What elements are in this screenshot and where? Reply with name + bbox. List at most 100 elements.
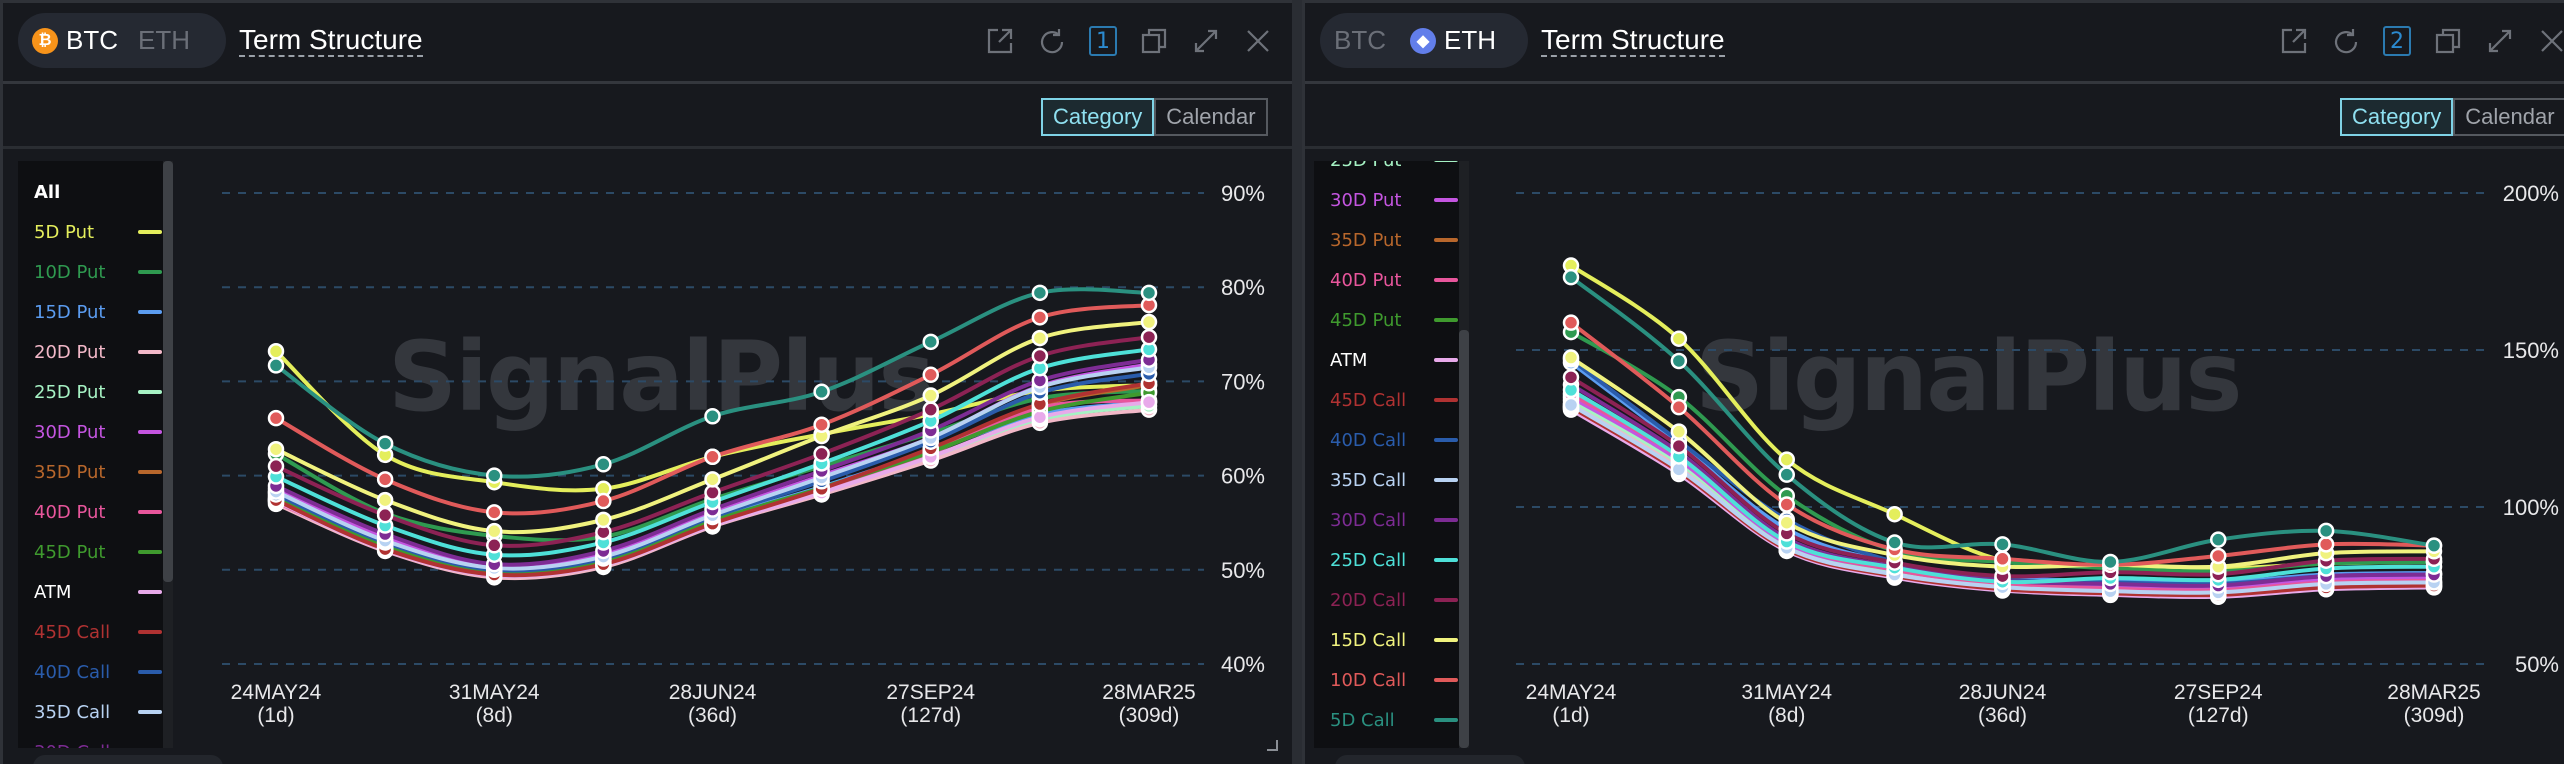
data-point[interactable] [1031,408,1049,426]
data-point[interactable] [376,471,394,488]
data-point[interactable] [595,456,612,473]
close-icon[interactable] [1243,25,1273,57]
legend-item[interactable]: 25D Put [1330,161,1458,175]
data-point[interactable] [1031,309,1049,326]
legend-item[interactable]: 20D Call [1330,585,1458,615]
copy-icon[interactable] [1139,25,1169,57]
legend-item[interactable]: 5D Put [34,217,162,247]
legend-scrollbar-thumb[interactable] [163,161,173,582]
data-point[interactable] [704,448,721,466]
data-point[interactable] [922,366,939,384]
data-point[interactable] [486,504,503,521]
data-point[interactable] [486,467,503,484]
data-point[interactable] [1140,313,1158,331]
legend-item[interactable]: 40D Put [34,497,162,527]
legend-item[interactable]: 40D Call [1330,425,1458,455]
data-point[interactable] [813,445,830,463]
data-point[interactable] [1562,314,1580,331]
data-point[interactable] [1140,393,1158,411]
data-point[interactable] [1994,536,2011,553]
data-point[interactable] [1886,534,1903,551]
calendar-toggle-button[interactable]: Calendar [2453,98,2564,136]
expand-icon[interactable] [2485,25,2515,57]
data-point[interactable] [1670,352,1688,370]
legend-item[interactable]: 40D Put [1330,265,1458,295]
data-point[interactable] [1670,398,1688,416]
data-point[interactable] [1031,329,1049,347]
legend-item[interactable]: 15D Put [34,297,162,327]
data-point[interactable] [1562,369,1580,386]
legend-item[interactable]: 40D Call [34,657,162,687]
legend-item[interactable]: 25D Put [34,377,162,407]
asset-eth-button[interactable]: ETH [138,25,190,56]
legend-item[interactable]: ATM [1330,345,1458,375]
data-point[interactable] [1994,550,2011,568]
expand-icon[interactable] [1191,25,1221,57]
data-point[interactable] [2317,536,2335,553]
legend-item[interactable]: 15D Call [1330,625,1458,655]
data-point[interactable] [1778,496,1795,513]
data-point[interactable] [267,343,285,360]
data-point[interactable] [922,333,939,351]
data-point[interactable] [704,471,721,488]
category-toggle-button[interactable]: Category [1041,98,1155,136]
asset-eth-button[interactable]: ◆ ETH [1410,25,1496,56]
window-number-badge[interactable]: 1 [1089,26,1117,56]
data-point[interactable] [486,537,503,554]
calendar-toggle-button[interactable]: Calendar [1154,98,1268,136]
legend-item[interactable]: 10D Call [1330,665,1458,695]
legend-item[interactable]: ATM [34,577,162,607]
data-point[interactable] [704,484,721,501]
resize-handle-icon[interactable] [1265,738,1279,752]
data-point[interactable] [1031,347,1049,365]
legend-item-all[interactable]: All [34,177,162,207]
data-point[interactable] [1562,268,1580,286]
data-point[interactable] [1670,330,1688,347]
data-point[interactable] [1778,466,1795,483]
data-point[interactable] [267,457,285,475]
data-point[interactable] [1140,328,1158,346]
bottom-tab[interactable] [1335,755,1525,764]
window-number-badge[interactable]: 2 [2383,26,2411,56]
data-point[interactable] [1670,437,1688,455]
asset-btc-button[interactable]: BTC [1334,25,1386,56]
legend-item[interactable]: 35D Call [1330,465,1458,495]
data-point[interactable] [1778,451,1795,468]
legend-item[interactable]: 45D Call [1330,385,1458,415]
series-line-35d-call[interactable] [275,365,1150,571]
legend-item[interactable]: 30D Put [1330,185,1458,215]
panel-title[interactable]: Term Structure [239,24,423,57]
legend-scrollbar-track[interactable] [1459,161,1469,748]
data-point[interactable] [376,506,394,524]
data-point[interactable] [2210,547,2227,565]
data-point[interactable] [2102,553,2119,571]
data-point[interactable] [813,416,830,433]
data-point[interactable] [704,408,721,425]
legend-scrollbar-thumb[interactable] [1459,330,1469,748]
legend-item[interactable]: 5D Call [1330,705,1458,735]
data-point[interactable] [2425,537,2443,554]
external-link-icon[interactable] [2279,25,2309,57]
data-point[interactable] [1031,284,1049,302]
legend-item[interactable]: 25D Call [1330,545,1458,575]
data-point[interactable] [1670,423,1688,440]
refresh-icon[interactable] [1037,25,1067,57]
data-point[interactable] [922,387,939,404]
refresh-icon[interactable] [2331,25,2361,57]
legend-item[interactable]: 35D Put [1330,225,1458,255]
data-point[interactable] [1562,349,1580,366]
data-point[interactable] [2317,522,2335,540]
data-point[interactable] [2210,531,2227,548]
data-point[interactable] [1562,396,1580,414]
legend-item[interactable]: 45D Put [1330,305,1458,335]
data-point[interactable] [1140,284,1158,302]
data-point[interactable] [813,383,830,401]
legend-item[interactable]: 20D Put [34,337,162,367]
legend-scrollbar-track[interactable] [163,161,173,748]
data-point[interactable] [922,401,939,418]
asset-btc-button[interactable]: ₿ BTC [32,25,118,56]
legend-item[interactable]: 30D Call [34,737,162,749]
data-point[interactable] [376,435,394,452]
legend-item[interactable]: 45D Call [34,617,162,647]
legend-item[interactable]: 45D Put [34,537,162,567]
